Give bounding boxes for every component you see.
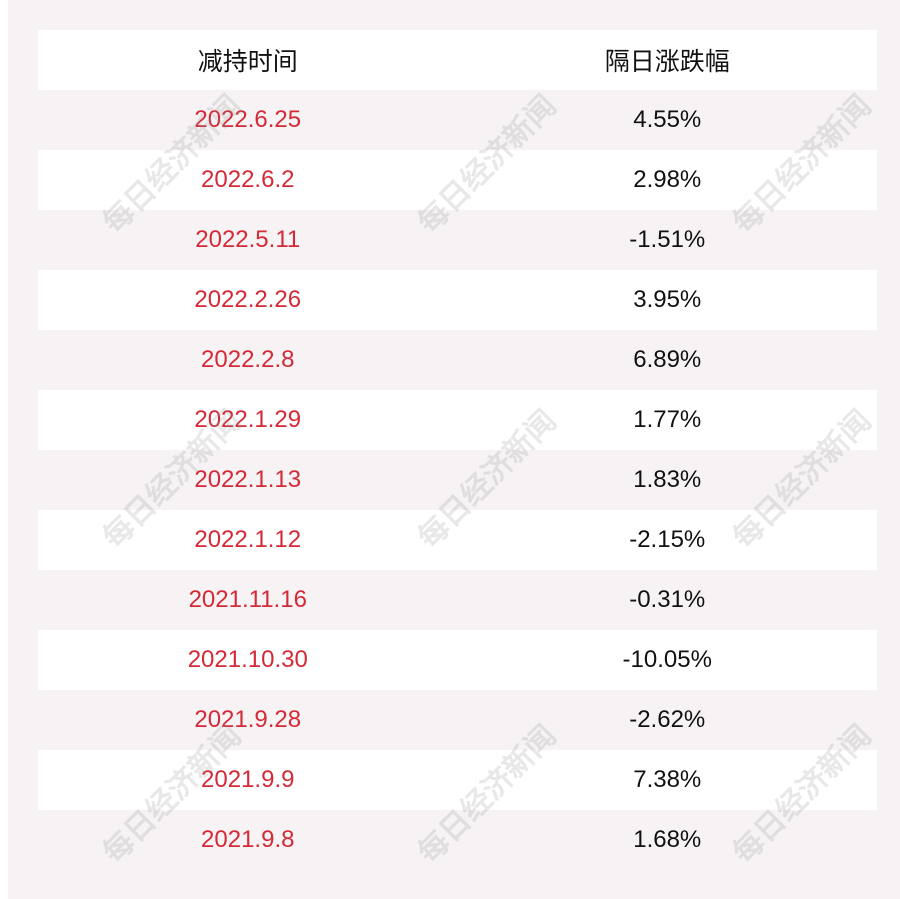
table-row: 2022.5.11 -1.51% <box>38 210 877 270</box>
next-day-change: 7.38% <box>633 766 702 793</box>
reduction-date: 2021.9.9 <box>201 766 295 793</box>
table-row: 2021.9.28 -2.62% <box>38 690 877 750</box>
reduction-date: 2022.1.13 <box>194 466 302 493</box>
next-day-change: 1.83% <box>633 466 702 493</box>
reduction-date: 2022.5.11 <box>195 226 301 253</box>
table-row: 2022.1.13 1.83% <box>38 450 877 510</box>
table-row: 2022.2.26 3.95% <box>38 270 877 330</box>
next-day-change: -2.15% <box>629 526 706 553</box>
next-day-change: 4.55% <box>633 106 702 133</box>
reduction-date: 2022.2.26 <box>194 286 302 313</box>
next-day-change: 1.77% <box>633 406 702 433</box>
table-row: 2022.2.8 6.89% <box>38 330 877 390</box>
next-day-change: 2.98% <box>633 166 702 193</box>
reduction-date: 2021.11.16 <box>188 586 307 613</box>
table-row: 2021.11.16 -0.31% <box>38 570 877 630</box>
next-day-change: -2.62% <box>629 706 706 733</box>
next-day-change: -0.31% <box>629 586 706 613</box>
reduction-date: 2022.6.25 <box>194 106 302 133</box>
header-reduction-date: 减持时间 <box>197 47 298 76</box>
table-row: 2022.6.25 4.55% <box>38 90 877 150</box>
reduction-date: 2022.1.12 <box>194 526 302 553</box>
reduction-date: 2021.9.28 <box>194 706 302 733</box>
table-row: 2022.6.2 2.98% <box>38 150 877 210</box>
header-next-day-change: 隔日涨跌幅 <box>604 47 730 76</box>
table-row: 2022.1.12 -2.15% <box>38 510 877 570</box>
table-row: 2021.9.9 7.38% <box>38 750 877 810</box>
next-day-change: -10.05% <box>622 646 712 673</box>
next-day-change: 6.89% <box>633 346 702 373</box>
next-day-change: -1.51% <box>629 226 706 253</box>
reduction-date: 2021.9.8 <box>201 826 295 853</box>
reduction-date: 2022.6.2 <box>201 166 295 193</box>
reduction-date: 2021.10.30 <box>187 646 308 673</box>
next-day-change: 1.68% <box>633 826 702 853</box>
table-row: 2021.10.30 -10.05% <box>38 630 877 690</box>
reduction-date: 2022.1.29 <box>194 406 302 433</box>
reduction-date: 2022.2.8 <box>201 346 295 373</box>
table-row: 2022.1.29 1.77% <box>38 390 877 450</box>
table-header: 减持时间 隔日涨跌幅 <box>38 30 877 90</box>
data-table: 减持时间 隔日涨跌幅 2022.6.25 4.55% 2022.6.2 2.98% 20… <box>38 30 877 870</box>
next-day-change: 3.95% <box>633 286 702 313</box>
table-row: 2021.9.8 1.68% <box>38 810 877 870</box>
